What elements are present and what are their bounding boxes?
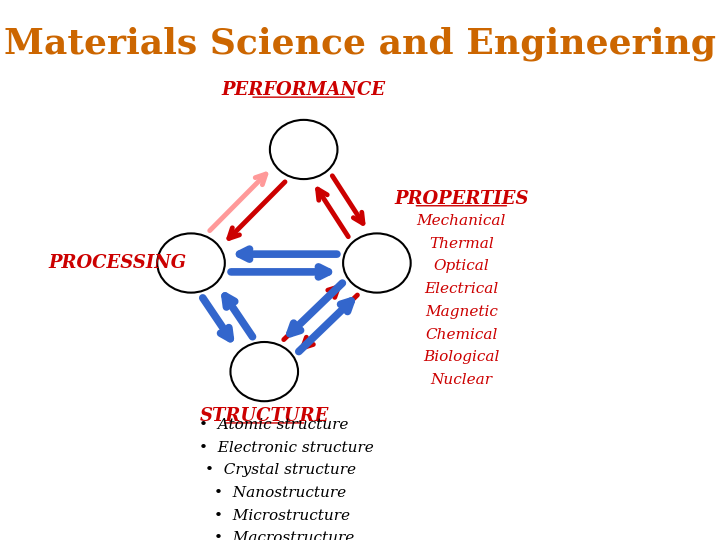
Circle shape [230,342,298,401]
Text: Materials Science and Engineering: Materials Science and Engineering [4,26,716,60]
Text: •  Atomic structure: • Atomic structure [199,418,349,432]
Text: Biological: Biological [423,350,500,365]
Text: Magnetic: Magnetic [425,305,498,319]
Circle shape [157,233,225,293]
Text: Nuclear: Nuclear [431,373,492,387]
Text: PERFORMANCE: PERFORMANCE [222,81,386,99]
Text: •  Crystal structure: • Crystal structure [205,463,356,477]
Text: •  Electronic structure: • Electronic structure [199,441,374,455]
Circle shape [270,120,338,179]
Text: Optical: Optical [433,259,490,273]
Text: Electrical: Electrical [424,282,498,296]
Text: Thermal: Thermal [429,237,494,251]
Text: Mechanical: Mechanical [417,214,506,228]
Text: •  Nanostructure: • Nanostructure [214,486,346,500]
Text: STRUCTURE: STRUCTURE [199,407,329,425]
Circle shape [343,233,410,293]
Text: •  Macrostructure: • Macrostructure [214,531,354,540]
Text: PROPERTIES: PROPERTIES [394,190,528,208]
Text: •  Microstructure: • Microstructure [214,509,350,523]
Text: PROCESSING: PROCESSING [49,254,187,272]
Text: Chemical: Chemical [426,328,498,342]
